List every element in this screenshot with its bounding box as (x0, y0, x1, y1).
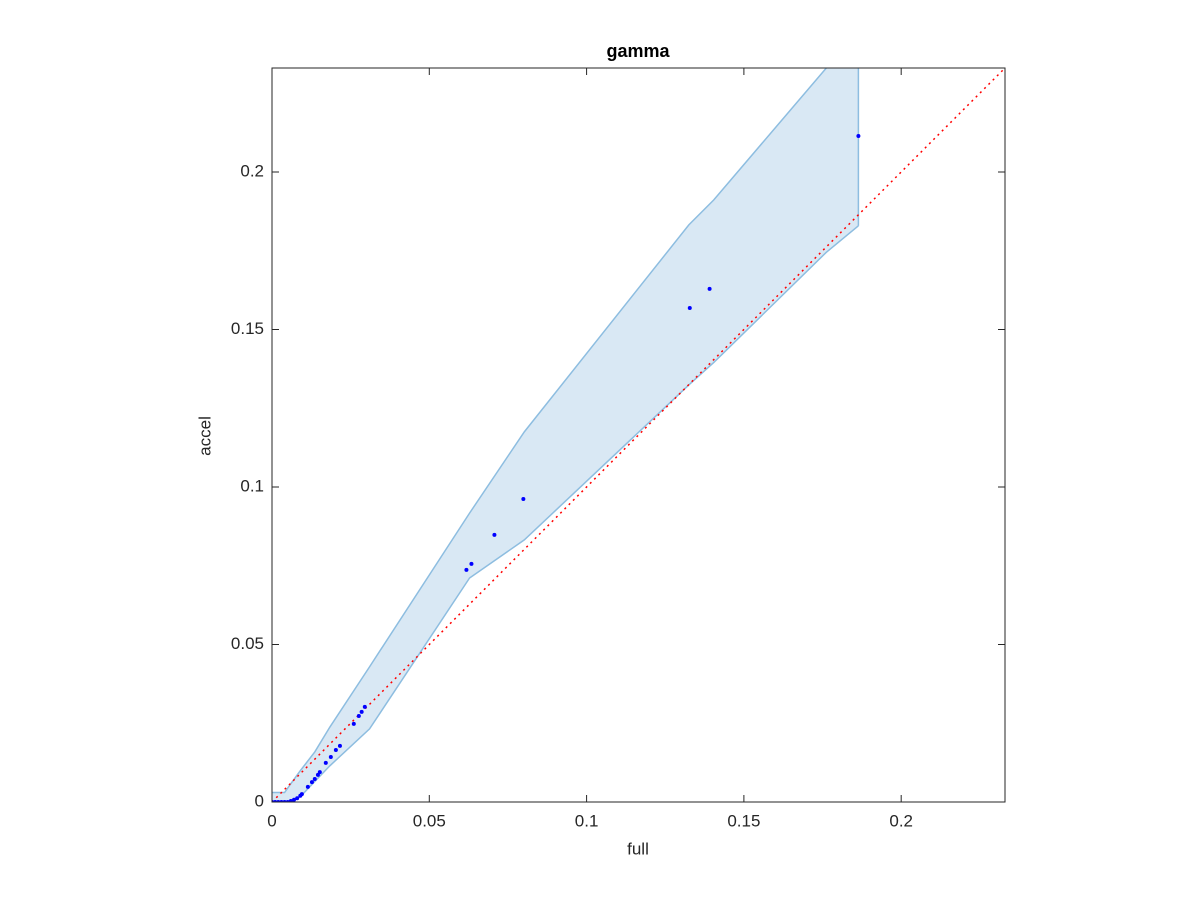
y-tick-label: 0.2 (240, 161, 264, 180)
axes: 0 0.05 0.1 0.15 0.2 0 0.05 0.1 0.15 0.2 (231, 67, 1006, 830)
confidence-band (272, 68, 859, 802)
point (292, 797, 297, 802)
x-tick-label: 0.05 (413, 811, 446, 830)
point (323, 760, 328, 765)
point (492, 532, 497, 537)
point (707, 286, 712, 291)
point (333, 748, 338, 753)
point (309, 780, 314, 785)
x-tick-label: 0 (267, 811, 276, 830)
y-tick-label: 0 (255, 791, 264, 810)
x-axis-label: full (627, 839, 649, 858)
point (351, 721, 356, 726)
band-lower (272, 225, 859, 802)
point (687, 306, 692, 311)
point (362, 704, 367, 709)
plot-area (272, 68, 1005, 802)
x-tick-label: 0.2 (889, 811, 913, 830)
point (356, 713, 361, 718)
x-tick-label: 0.15 (727, 811, 760, 830)
chart-title: gamma (606, 41, 670, 61)
reference-line (272, 68, 1005, 802)
y-tick-label: 0.1 (240, 476, 264, 495)
point (337, 743, 342, 748)
point (521, 496, 526, 501)
point (295, 796, 300, 801)
y-axis-label: accel (195, 416, 214, 456)
axes-box (271, 67, 1006, 803)
point (305, 784, 310, 789)
point (299, 792, 304, 797)
x-tick-label: 0.1 (575, 811, 599, 830)
y-tick-label: 0.05 (231, 634, 264, 653)
point (328, 754, 333, 759)
point (359, 709, 364, 714)
point (856, 134, 861, 139)
point (312, 777, 317, 782)
point (317, 770, 322, 775)
point (315, 772, 320, 777)
point (288, 799, 293, 802)
point (469, 561, 474, 566)
y-tick-label: 0.15 (231, 319, 264, 338)
point (464, 567, 469, 572)
